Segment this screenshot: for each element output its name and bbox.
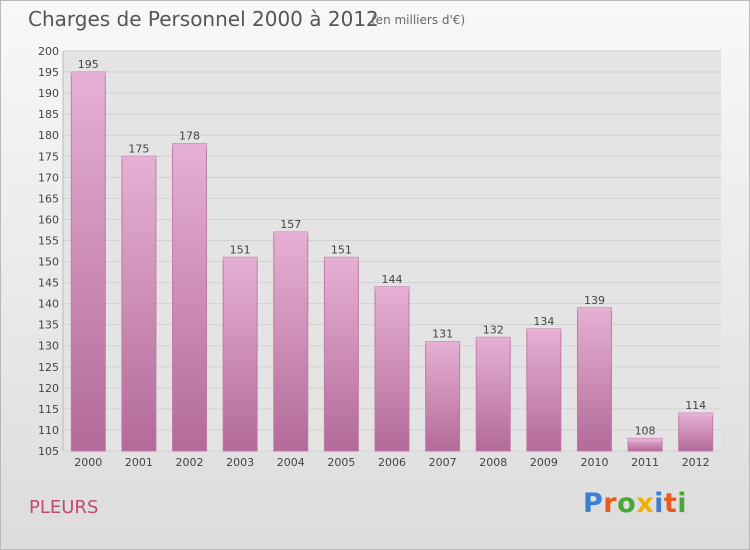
bar-value-label: 151	[331, 243, 352, 256]
bar-cap	[526, 328, 561, 332]
logo-letter: t	[663, 488, 678, 519]
bar-value-label: 144	[382, 273, 403, 286]
logo-letter: P	[583, 488, 604, 519]
y-tick-label: 115	[38, 403, 59, 416]
logo-letter: o	[617, 488, 637, 519]
x-tick-label: 2012	[682, 456, 710, 469]
y-tick-label: 175	[38, 150, 59, 163]
bar-value-label: 175	[128, 142, 149, 155]
y-tick-label: 160	[38, 213, 59, 226]
y-tick-label: 195	[38, 66, 59, 79]
bar-cap	[577, 307, 612, 311]
bar	[172, 143, 208, 452]
bar-cap	[678, 413, 713, 417]
bar	[121, 155, 157, 452]
x-tick-label: 2006	[378, 456, 406, 469]
bar-cap	[425, 341, 460, 345]
x-tick-label: 2001	[125, 456, 153, 469]
x-tick-label: 2000	[74, 456, 102, 469]
bar-value-label: 114	[685, 399, 706, 412]
y-tick-label: 180	[38, 129, 59, 142]
x-tick-label: 2002	[176, 456, 204, 469]
bar-cap	[628, 438, 663, 442]
y-tick-label: 190	[38, 87, 59, 100]
bar	[323, 256, 359, 452]
y-tick-label: 135	[38, 319, 59, 332]
bar	[475, 336, 511, 452]
bar-value-label: 151	[230, 243, 251, 256]
x-tick-label: 2010	[580, 456, 608, 469]
x-tick-label: 2003	[226, 456, 254, 469]
bar-cap	[121, 156, 156, 160]
bar-value-label: 157	[280, 218, 301, 231]
x-tick-label: 2007	[429, 456, 457, 469]
bar-cap	[71, 72, 106, 76]
commune-name: PLEURS	[29, 497, 99, 518]
bar	[222, 256, 258, 452]
y-tick-label: 200	[38, 45, 59, 58]
chart-subtitle: (en milliers d'€)	[371, 13, 466, 27]
y-tick-label: 165	[38, 192, 59, 205]
y-tick-label: 140	[38, 298, 59, 311]
bar-cap	[172, 143, 207, 147]
bar-value-label: 139	[584, 294, 605, 307]
bar-cap	[223, 257, 258, 261]
x-tick-label: 2008	[479, 456, 507, 469]
bar	[526, 328, 562, 452]
y-tick-label: 150	[38, 256, 59, 269]
bar	[70, 71, 106, 452]
proxiti-logo: Proxiti	[583, 488, 687, 519]
bar-cap	[273, 232, 308, 236]
bar-value-label: 131	[432, 328, 453, 341]
bar-value-label: 134	[533, 315, 554, 328]
x-tick-label: 2011	[631, 456, 659, 469]
y-tick-label: 155	[38, 234, 59, 247]
logo-letter: i	[654, 488, 664, 519]
bar-value-label: 195	[78, 58, 99, 71]
bar-cap	[324, 257, 359, 261]
logo-letter: i	[677, 488, 688, 519]
bar-value-label: 108	[635, 424, 656, 437]
y-tick-label: 105	[38, 445, 59, 458]
y-tick-label: 170	[38, 171, 59, 184]
logo-letter: x	[636, 488, 655, 519]
x-tick-label: 2004	[277, 456, 305, 469]
logo-letter: r	[603, 488, 618, 519]
chart-title: Charges de Personnel 2000 à 2012	[28, 7, 379, 31]
bar-cap	[476, 337, 511, 341]
bar	[273, 231, 309, 452]
bar-value-label: 132	[483, 323, 504, 336]
y-tick-label: 130	[38, 340, 59, 353]
bar	[374, 286, 410, 452]
bar-value-label: 178	[179, 130, 200, 143]
x-tick-label: 2009	[530, 456, 558, 469]
bar	[678, 412, 714, 452]
y-tick-label: 110	[38, 424, 59, 437]
bar	[425, 341, 461, 452]
y-tick-label: 185	[38, 108, 59, 121]
x-tick-label: 2005	[327, 456, 355, 469]
y-tick-label: 145	[38, 277, 59, 290]
bar	[576, 307, 612, 452]
bar-cap	[375, 286, 409, 290]
y-tick-label: 125	[38, 361, 59, 374]
y-tick-label: 120	[38, 382, 59, 395]
